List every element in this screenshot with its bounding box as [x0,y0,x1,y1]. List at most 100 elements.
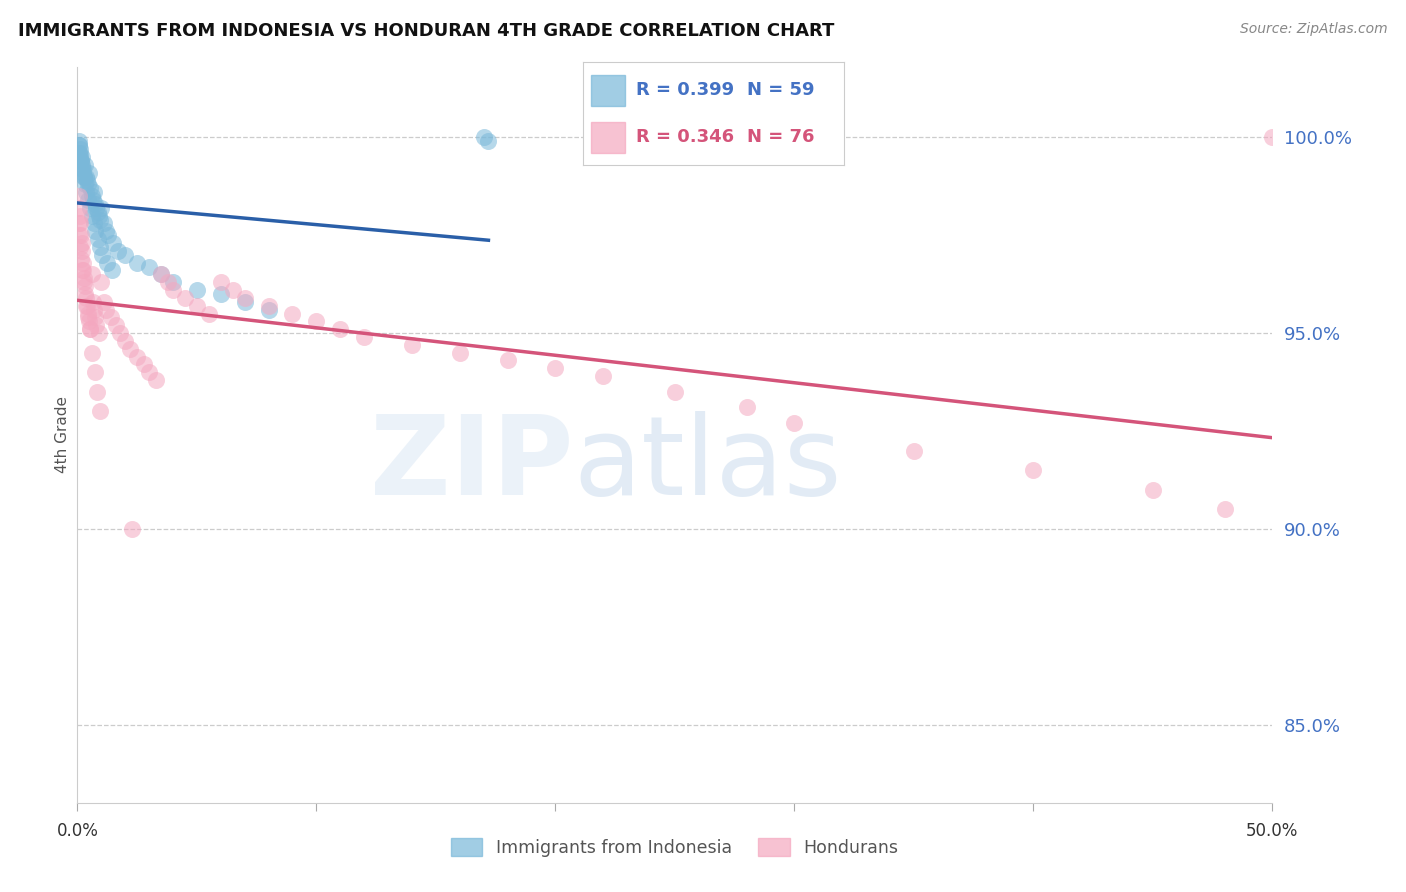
Point [233,291,256,305]
Point [114,248,136,262]
Text: N = 76: N = 76 [748,128,815,146]
Point [110,326,132,340]
Point [89,240,111,254]
Point [83,365,105,379]
Point [73,178,96,192]
Point [75,291,97,305]
Point [79,201,101,215]
Point [329,322,352,336]
Point [70,153,93,168]
Point [76,193,98,207]
Point [86,204,108,219]
Point [150,268,173,282]
Point [84,197,107,211]
Point [75,299,97,313]
Point [100,310,122,325]
Point [209,275,232,289]
Point [83,185,105,199]
Point [186,283,208,297]
Point [70,153,93,168]
Point [1142,483,1164,497]
Point [80,209,103,223]
Point [209,287,232,301]
Point [82,193,104,207]
Point [257,299,280,313]
Point [82,345,104,359]
Point [79,322,101,336]
Point [94,302,117,317]
Point [1261,130,1284,145]
Point [97,228,120,243]
Point [72,275,94,289]
Point [664,384,686,399]
Point [73,169,96,184]
Point [86,201,108,215]
Point [72,161,94,176]
Point [150,268,173,282]
Point [592,369,614,384]
Point [77,306,100,320]
Point [72,165,94,179]
Point [79,165,101,179]
Point [72,169,94,184]
Point [70,150,93,164]
Point [96,255,118,269]
Text: Source: ZipAtlas.com: Source: ZipAtlas.com [1240,22,1388,37]
Point [72,161,94,176]
Text: 0.0%: 0.0% [56,822,98,840]
Point [94,224,117,238]
Point [138,365,160,379]
Point [1022,463,1045,477]
Point [67,217,90,231]
Point [70,228,93,243]
Point [82,294,104,309]
Point [76,173,98,187]
Point [69,240,91,254]
Point [77,310,100,325]
Point [101,263,124,277]
Point [72,263,94,277]
Point [83,217,105,231]
Point [114,334,136,348]
Point [80,189,103,203]
Point [93,294,115,309]
Text: N = 59: N = 59 [748,81,815,99]
Point [1213,502,1236,516]
Point [69,142,91,156]
Point [67,201,90,215]
Point [67,134,90,148]
Point [80,268,103,282]
Text: IMMIGRANTS FROM INDONESIA VS HONDURAN 4TH GRADE CORRELATION CHART: IMMIGRANTS FROM INDONESIA VS HONDURAN 4T… [18,22,835,40]
Bar [592,122,626,153]
Point [72,255,94,269]
Point [903,443,925,458]
Point [103,235,124,250]
Point [69,146,91,161]
Point [83,302,105,317]
Point [197,306,219,320]
Point [162,283,184,297]
Point [73,158,96,172]
Point [134,358,156,372]
Point [174,291,197,305]
Point [233,294,256,309]
Point [104,318,127,333]
Point [73,271,96,285]
Point [69,217,91,231]
Point [127,350,149,364]
Point [91,248,114,262]
Point [281,306,304,320]
Point [75,185,97,199]
Point [75,169,97,184]
Text: R = 0.346: R = 0.346 [636,128,734,146]
Point [79,181,101,195]
Point [84,224,107,238]
Point [186,299,208,313]
Text: atlas: atlas [574,411,842,517]
Text: R = 0.399: R = 0.399 [636,81,734,99]
Point [73,279,96,293]
Point [127,255,149,269]
Point [69,138,91,153]
Point [496,353,519,368]
Point [477,134,499,148]
